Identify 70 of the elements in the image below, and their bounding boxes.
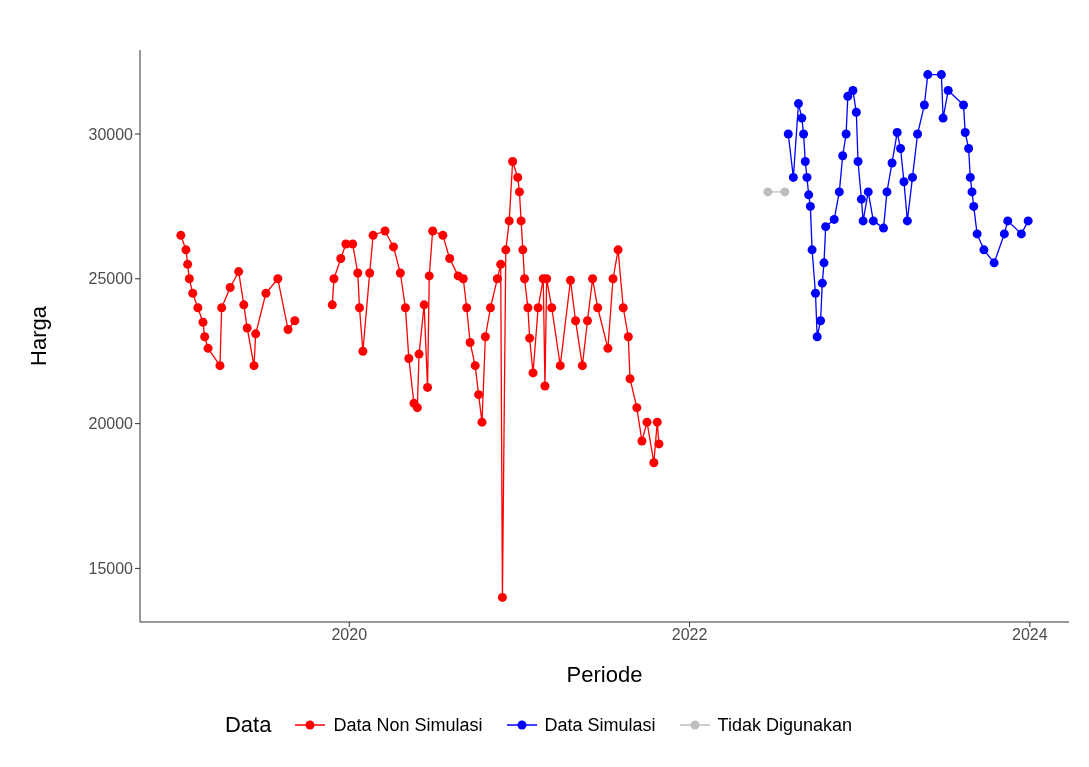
point xyxy=(899,177,909,187)
point xyxy=(938,113,948,123)
point xyxy=(943,86,953,96)
point xyxy=(829,214,839,224)
y-tick-label: 25000 xyxy=(88,270,134,288)
point xyxy=(887,158,897,168)
point xyxy=(851,107,861,117)
point xyxy=(812,332,822,342)
point xyxy=(979,245,989,255)
x-tick-label: 2020 xyxy=(331,626,368,644)
point xyxy=(965,172,975,182)
legend-label: Tidak Digunakan xyxy=(717,714,852,736)
point xyxy=(972,229,982,239)
point xyxy=(999,229,1009,239)
point xyxy=(807,245,817,255)
point xyxy=(923,70,933,80)
point xyxy=(821,222,831,232)
point xyxy=(1016,229,1026,239)
point xyxy=(989,258,999,268)
point xyxy=(804,190,814,200)
point xyxy=(896,143,906,153)
point xyxy=(834,187,844,197)
point xyxy=(817,278,827,288)
point xyxy=(907,172,917,182)
point xyxy=(882,187,892,197)
y-tick-label: 15000 xyxy=(88,560,134,578)
point xyxy=(967,187,977,197)
legend-label: Data Non Simulasi xyxy=(333,714,483,736)
point xyxy=(802,172,812,182)
y-tick-label: 30000 xyxy=(88,125,134,143)
point xyxy=(1023,216,1033,226)
point xyxy=(960,128,970,138)
point xyxy=(810,288,820,298)
legend-label: Data Simulasi xyxy=(544,714,656,736)
y-axis-title: Harga xyxy=(25,305,51,366)
point xyxy=(969,201,979,211)
point xyxy=(805,201,815,211)
point xyxy=(1003,216,1013,226)
point xyxy=(964,143,974,153)
point xyxy=(919,100,929,110)
point xyxy=(892,128,902,138)
point xyxy=(879,223,889,233)
legend-title: Data xyxy=(224,712,272,738)
point xyxy=(783,129,793,139)
point xyxy=(838,151,848,161)
point xyxy=(959,100,969,110)
point xyxy=(797,113,807,123)
point xyxy=(788,172,798,182)
x-axis-title: Periode xyxy=(566,662,643,687)
point xyxy=(868,216,878,226)
point xyxy=(848,86,858,96)
x-tick-label: 2022 xyxy=(671,626,708,644)
y-tick-label: 20000 xyxy=(88,415,134,433)
x-tick-label: 2024 xyxy=(1012,626,1048,644)
point xyxy=(793,99,803,109)
point xyxy=(858,216,868,226)
point xyxy=(799,129,809,139)
point xyxy=(913,129,923,139)
point xyxy=(936,70,946,80)
point xyxy=(819,258,829,268)
point xyxy=(763,187,773,197)
point xyxy=(800,157,810,166)
point xyxy=(863,187,873,197)
point xyxy=(843,91,853,101)
point xyxy=(856,194,866,204)
point xyxy=(902,216,912,226)
point xyxy=(841,129,851,139)
point xyxy=(780,187,790,197)
point xyxy=(816,316,826,326)
point xyxy=(853,157,863,166)
